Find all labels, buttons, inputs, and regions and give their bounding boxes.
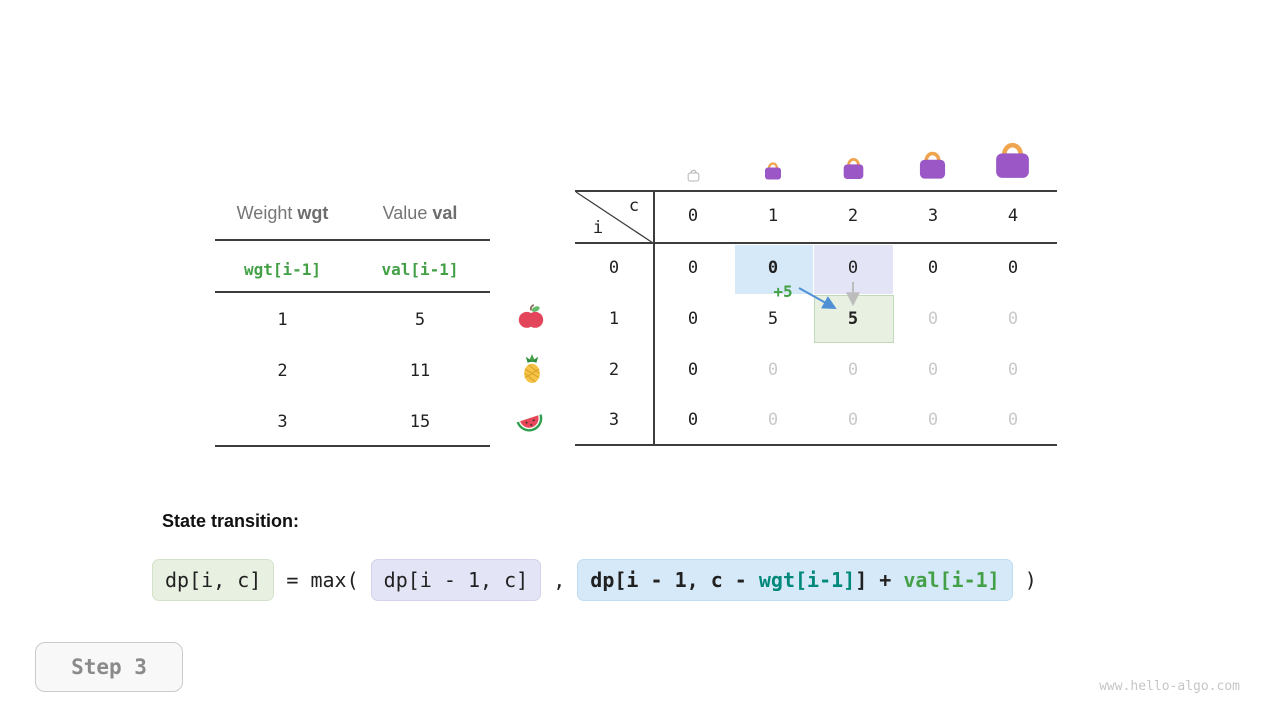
formula-option2: dp[i - 1, c - wgt[i-1]] + val[i-1] — [577, 559, 1013, 601]
watermelon-icon — [514, 405, 546, 441]
dp-cell: 0 — [767, 410, 779, 430]
dp-cell: 0 — [927, 258, 939, 278]
items-table-line-top — [215, 239, 490, 241]
value-symbol: val[i-1] — [381, 260, 459, 279]
col-header: 3 — [927, 206, 939, 226]
bag-icon-small — [762, 160, 784, 185]
row-header: 2 — [608, 360, 620, 380]
watermark: www.hello-algo.com — [1099, 679, 1240, 694]
dp-cell: 5 — [847, 309, 859, 329]
dp-cell: 0 — [1007, 258, 1019, 278]
state-transition-heading: State transition: — [162, 511, 300, 531]
formula-option2-bracket: ] — [855, 568, 868, 592]
dp-cell: 0 — [687, 309, 699, 329]
value-header-text: Value — [382, 203, 433, 223]
state-transition-formula: dp[i, c] = max( dp[i - 1, c] , dp[i - 1,… — [152, 558, 1037, 602]
dp-cell: 0 — [767, 258, 779, 278]
col-header: 2 — [847, 206, 859, 226]
item-weight: 2 — [277, 361, 288, 381]
col-header: 1 — [767, 206, 779, 226]
tiny-bag-icon — [686, 167, 701, 186]
row-header: 0 — [608, 258, 620, 278]
dp-cell: 0 — [1007, 309, 1019, 329]
apple-icon — [516, 302, 546, 336]
row-header: 1 — [608, 309, 620, 329]
corner-row-var: i — [592, 218, 604, 238]
weight-header-text: Weight — [236, 203, 298, 223]
item-weight: 1 — [277, 310, 288, 330]
formula-option2-val: val[i-1] — [903, 568, 1000, 592]
dp-cell: 0 — [927, 309, 939, 329]
dp-overlay-arrows — [575, 191, 860, 310]
step-badge: Step 3 — [35, 642, 183, 692]
col-header: 4 — [1007, 206, 1019, 226]
dp-cell: 0 — [847, 360, 859, 380]
dp-table: c i 0 1 2 3 4 0 1 2 3 0 0 0 0 0 0 5 5 0 … — [575, 190, 1057, 446]
dp-cell: 0 — [1007, 410, 1019, 430]
items-table-line-bottom — [215, 445, 490, 447]
dp-cell: 0 — [767, 360, 779, 380]
corner-diagonal-line — [575, 191, 654, 244]
formula-option2-plus: + — [867, 568, 904, 592]
item-weight: 3 — [277, 412, 288, 432]
transition-arrow-blue — [798, 287, 837, 310]
formula-close-paren: ) — [1012, 568, 1037, 592]
col-header: 0 — [687, 206, 699, 226]
dp-cell: 5 — [767, 309, 779, 329]
dp-cell: 0 — [1007, 360, 1019, 380]
dp-cell: 0 — [927, 360, 939, 380]
dp-cell: 0 — [927, 410, 939, 430]
bag-icon-medium — [840, 155, 867, 185]
dp-line-top — [575, 190, 1057, 192]
formula-option1: dp[i - 1, c] — [370, 559, 542, 601]
weight-symbol: wgt[i-1] — [243, 260, 322, 279]
item-value: 11 — [409, 361, 431, 381]
item-value: 5 — [414, 310, 426, 330]
formula-option2-wgt: wgt[i-1] — [758, 568, 856, 592]
dp-cell: 0 — [847, 410, 859, 430]
bag-icon-xlarge — [990, 138, 1035, 185]
highlight-source-cell — [735, 245, 813, 294]
value-column-header: Value val — [350, 200, 490, 226]
weight-header-var: wgt — [297, 203, 329, 223]
dp-cell: 0 — [687, 410, 699, 430]
formula-eq-max: = max( — [274, 568, 371, 592]
dp-line-bottom — [575, 444, 1057, 446]
bag-icon-large — [915, 148, 950, 185]
dp-cell: 0 — [687, 258, 699, 278]
weight-column-header: Weight wgt — [215, 200, 350, 226]
formula-lhs: dp[i, c] — [152, 559, 275, 601]
transition-add-label: +5 — [773, 282, 793, 301]
formula-option2-prefix: dp[i - 1, c - — [590, 568, 759, 592]
item-value: 15 — [409, 412, 431, 432]
corner-col-var: c — [628, 196, 640, 216]
value-header-var: val — [432, 203, 458, 223]
pineapple-icon — [518, 353, 546, 389]
dp-line-vertical — [653, 190, 655, 446]
items-table-line-mid — [215, 291, 490, 293]
dp-line-header — [575, 242, 1057, 244]
dp-cell: 0 — [687, 360, 699, 380]
dp-cell: 0 — [847, 258, 859, 278]
row-header: 3 — [608, 410, 620, 430]
formula-comma: , — [541, 568, 578, 592]
